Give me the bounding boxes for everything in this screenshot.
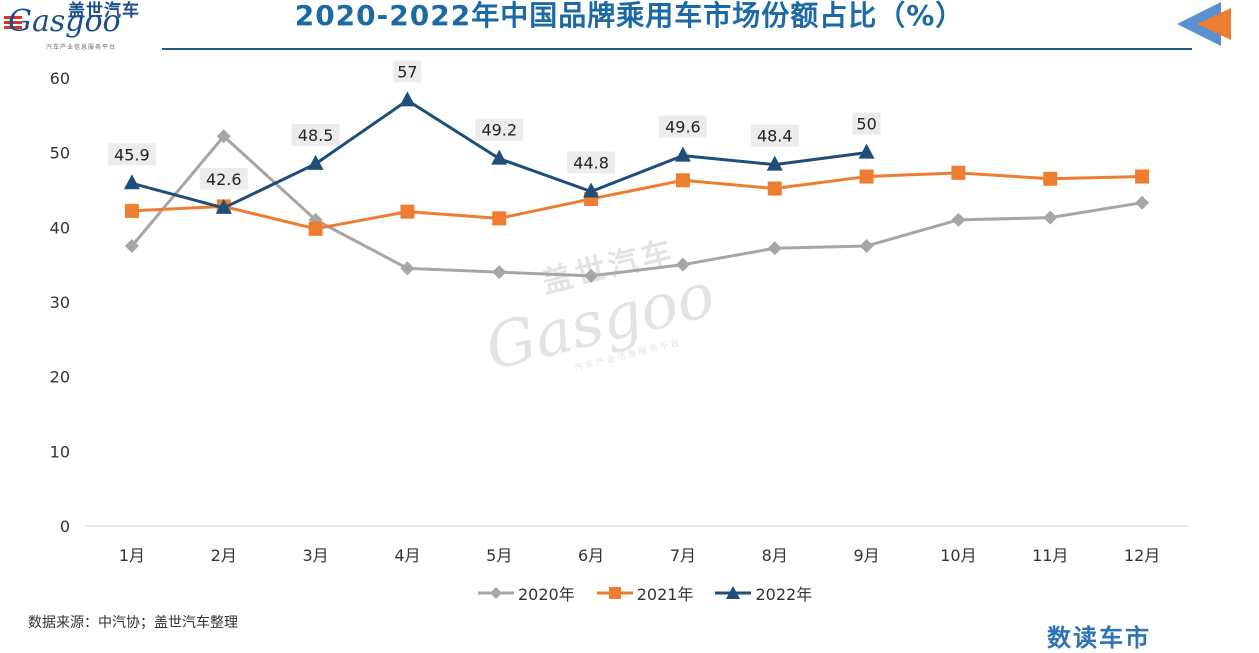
data-point <box>1043 171 1058 186</box>
data-label-bg <box>393 60 422 83</box>
y-tick-label: 50 <box>50 144 70 163</box>
data-point <box>1135 195 1150 210</box>
data-point <box>308 221 323 236</box>
x-tick-label: 9月 <box>853 546 879 565</box>
data-point <box>675 173 690 188</box>
data-point <box>124 239 139 253</box>
data-point <box>400 204 415 219</box>
legend-marker-triangle-icon <box>715 586 752 599</box>
data-point <box>492 211 507 226</box>
data-point <box>675 257 690 272</box>
x-tick-label: 4月 <box>394 546 420 565</box>
data-point <box>951 212 966 227</box>
data-point <box>859 169 874 184</box>
x-tick-label: 12月 <box>1124 546 1160 565</box>
x-tick-label: 8月 <box>762 546 788 565</box>
chart-title: 2020-2022年中国品牌乘用车市场份额占比（%） <box>294 0 965 32</box>
legend-marker-diamond-icon <box>478 587 514 599</box>
x-tick-label: 7月 <box>670 546 696 565</box>
data-label-bg <box>750 124 799 147</box>
data-point <box>859 239 874 253</box>
x-tick-label: 1月 <box>119 546 145 565</box>
data-label-bg <box>567 151 616 174</box>
legend-marker-square-icon <box>596 587 633 599</box>
data-point <box>400 261 415 276</box>
gasgoo-logo: Gasgoo 盖世汽车 汽车产业信息服务平台 <box>2 0 162 52</box>
x-tick-label: 5月 <box>486 546 512 565</box>
y-tick-label: 30 <box>50 293 70 312</box>
data-point <box>216 129 231 144</box>
data-point <box>767 241 782 256</box>
x-tick-label: 11月 <box>1032 546 1068 565</box>
data-point <box>124 203 139 218</box>
data-label-bg <box>852 112 881 135</box>
x-tick-label: 10月 <box>940 546 976 565</box>
series-line-0 <box>130 134 1143 278</box>
brand-label: 数读车市 <box>1047 624 1151 652</box>
data-label: 45.9 <box>114 145 150 164</box>
data-label: 50 <box>856 115 876 134</box>
data-label: 42.6 <box>206 170 242 189</box>
y-tick-label: 40 <box>50 218 70 237</box>
legend-item-2022: 2022年 <box>715 581 812 605</box>
data-point <box>766 155 783 171</box>
data-label: 49.6 <box>665 118 701 137</box>
logo-sub-text: 汽车产业信息服务平台 <box>46 44 117 51</box>
data-point <box>674 146 691 162</box>
data-label: 48.4 <box>757 127 793 146</box>
data-label: 49.2 <box>481 121 517 140</box>
data-point <box>491 149 508 165</box>
legend-label: 2022年 <box>755 585 813 604</box>
x-tick-label: 6月 <box>578 546 604 565</box>
data-point <box>123 174 140 190</box>
legend-label: 2020年 <box>518 585 575 604</box>
logo-cn-text: 盖世汽车 <box>68 1 140 21</box>
legend-label: 2021年 <box>636 585 694 604</box>
data-point <box>307 154 324 170</box>
data-source: 数据来源：中汽协；盖世汽车整理 <box>28 615 238 631</box>
data-label: 57 <box>397 62 417 81</box>
data-label-bg <box>107 143 156 166</box>
y-tick-label: 20 <box>50 368 70 387</box>
data-point <box>1043 210 1058 225</box>
data-label: 48.5 <box>298 126 334 145</box>
logo-en-text: Gasgoo <box>8 4 121 39</box>
data-point <box>215 198 232 214</box>
data-point <box>399 91 416 107</box>
y-tick-label: 60 <box>50 69 70 88</box>
data-label-bg <box>658 115 707 138</box>
data-point <box>492 265 507 280</box>
chart-legend: 2020年 2021年 2022年 <box>478 581 812 605</box>
data-label-bg <box>199 167 248 190</box>
data-point <box>767 181 782 196</box>
x-tick-label: 3月 <box>302 546 328 565</box>
data-point <box>858 143 875 159</box>
series-line-1 <box>131 171 1143 231</box>
title-rule <box>162 48 1192 50</box>
logo-bars-icon <box>4 16 22 31</box>
data-label-bg <box>291 123 340 146</box>
data-point <box>583 182 600 198</box>
x-tick-label: 2月 <box>211 546 237 565</box>
legend-item-2021: 2021年 <box>596 581 694 605</box>
back-arrow-icon[interactable] <box>1175 2 1231 46</box>
data-point <box>951 165 966 180</box>
y-tick-label: 0 <box>60 517 70 536</box>
data-label: 44.8 <box>573 153 609 172</box>
data-point <box>584 268 599 283</box>
legend-item-2020: 2020年 <box>478 581 575 605</box>
data-point <box>1135 169 1150 184</box>
y-tick-label: 10 <box>50 442 70 461</box>
data-label-bg <box>475 118 524 141</box>
